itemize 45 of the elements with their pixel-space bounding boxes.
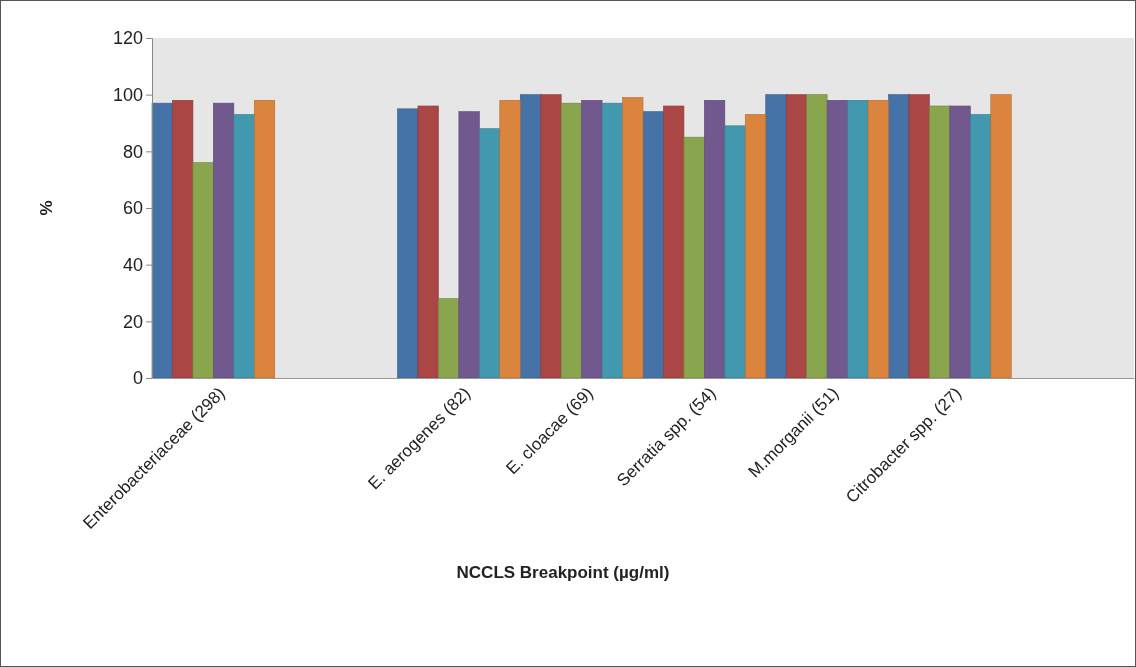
bar [990,94,1012,379]
bar [704,100,726,379]
bar [253,100,276,379]
bar [172,100,194,379]
bar [151,102,173,379]
bar [499,100,521,379]
bar [683,136,705,379]
bar [949,105,971,379]
y-tick-label: 120 [112,28,143,49]
y-tick-label: 40 [122,254,143,275]
y-tick-label: 0 [132,368,143,389]
bar [417,105,439,379]
bar [642,111,664,379]
bar [663,105,685,379]
bar [601,102,623,379]
bar [785,94,807,379]
bar [519,94,542,379]
bar [560,102,582,379]
bar [213,102,235,379]
bar [192,162,214,379]
y-tick-label: 20 [122,311,143,332]
y-tick-label: 100 [112,84,143,105]
bar [438,298,460,379]
bar [458,111,480,379]
bar [397,108,419,379]
bar [826,100,848,379]
bar [908,94,930,379]
bar [479,128,501,379]
bar [233,114,255,379]
bar [888,94,910,379]
bar [867,100,889,379]
bar [806,94,828,379]
bar [744,114,767,379]
bar [622,97,644,379]
bar [847,100,869,379]
bar [970,114,992,379]
x-axis-title: NCCLS Breakpoint (µg/ml) [456,562,670,582]
bar [929,105,951,379]
y-axis-title: % [37,200,56,216]
bar [540,94,562,379]
y-tick-label: 60 [122,198,143,219]
bar [765,94,787,379]
y-tick-label: 80 [122,141,143,162]
bar [581,100,603,379]
bar [724,125,746,379]
